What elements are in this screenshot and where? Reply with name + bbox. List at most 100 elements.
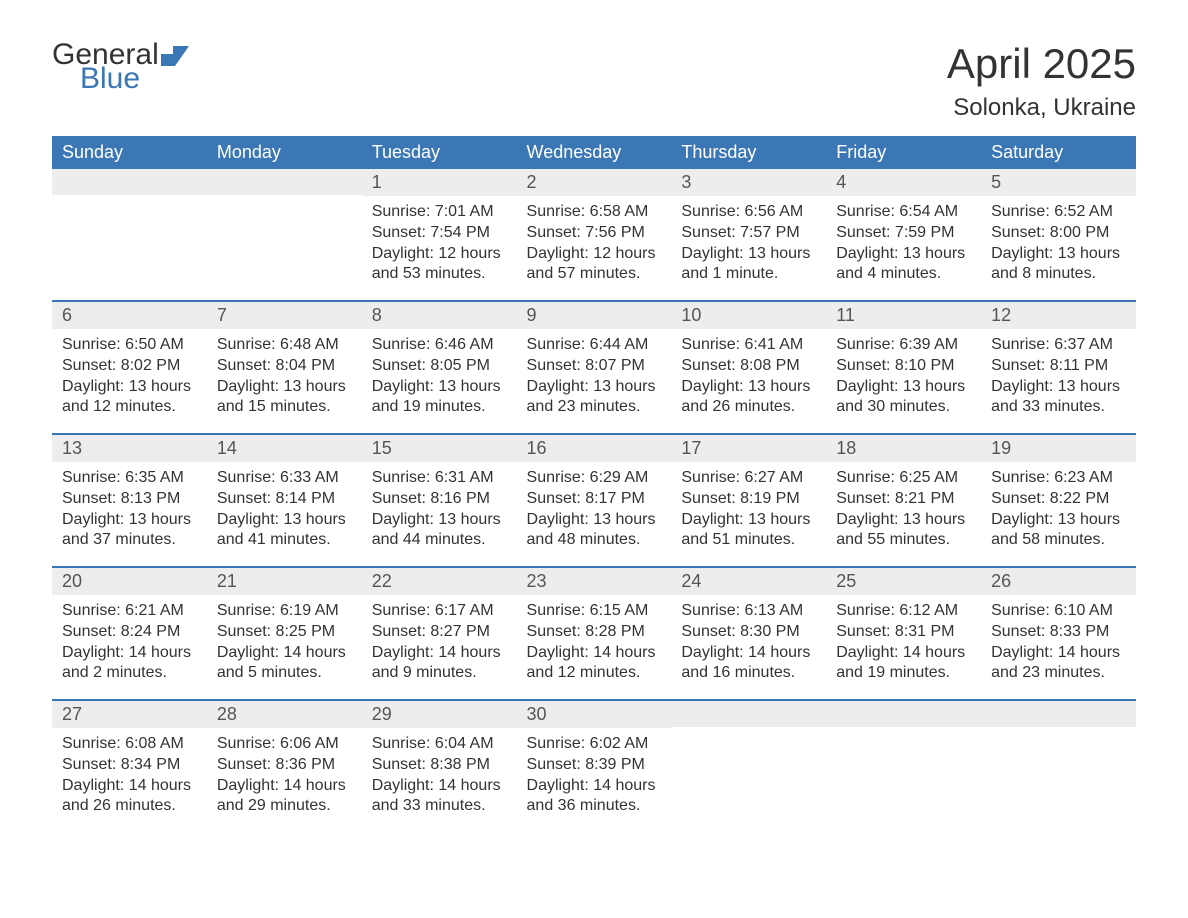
weekday-header: Wednesday bbox=[517, 136, 672, 169]
calendar-day-cell: 21Sunrise: 6:19 AMSunset: 8:25 PMDayligh… bbox=[207, 568, 362, 700]
day-detail: Sunrise: 6:56 AMSunset: 7:57 PMDaylight:… bbox=[671, 196, 826, 295]
logo-text-blue: Blue bbox=[52, 64, 189, 94]
weekday-header: Tuesday bbox=[362, 136, 517, 169]
day-detail: Sunrise: 6:23 AMSunset: 8:22 PMDaylight:… bbox=[981, 462, 1136, 561]
calendar-day-cell: 25Sunrise: 6:12 AMSunset: 8:31 PMDayligh… bbox=[826, 568, 981, 700]
day-number: 15 bbox=[362, 435, 517, 462]
day-detail: Sunrise: 6:25 AMSunset: 8:21 PMDaylight:… bbox=[826, 462, 981, 561]
day-number: 13 bbox=[52, 435, 207, 462]
calendar-day-cell: 4Sunrise: 6:54 AMSunset: 7:59 PMDaylight… bbox=[826, 169, 981, 301]
day-detail: Sunrise: 7:01 AMSunset: 7:54 PMDaylight:… bbox=[362, 196, 517, 295]
calendar-day-cell: 24Sunrise: 6:13 AMSunset: 8:30 PMDayligh… bbox=[671, 568, 826, 700]
calendar-day-cell: 9Sunrise: 6:44 AMSunset: 8:07 PMDaylight… bbox=[517, 302, 672, 434]
day-number bbox=[826, 701, 981, 727]
day-number: 14 bbox=[207, 435, 362, 462]
day-number: 26 bbox=[981, 568, 1136, 595]
logo: General Blue bbox=[52, 40, 189, 94]
day-detail: Sunrise: 6:10 AMSunset: 8:33 PMDaylight:… bbox=[981, 595, 1136, 694]
day-number: 27 bbox=[52, 701, 207, 728]
calendar-day-cell bbox=[207, 169, 362, 301]
logo-flag-icon bbox=[161, 46, 189, 66]
day-number: 7 bbox=[207, 302, 362, 329]
day-detail: Sunrise: 6:48 AMSunset: 8:04 PMDaylight:… bbox=[207, 329, 362, 428]
calendar-day-cell: 28Sunrise: 6:06 AMSunset: 8:36 PMDayligh… bbox=[207, 701, 362, 833]
weekday-header: Thursday bbox=[671, 136, 826, 169]
day-detail: Sunrise: 6:37 AMSunset: 8:11 PMDaylight:… bbox=[981, 329, 1136, 428]
day-detail: Sunrise: 6:19 AMSunset: 8:25 PMDaylight:… bbox=[207, 595, 362, 694]
day-detail: Sunrise: 6:04 AMSunset: 8:38 PMDaylight:… bbox=[362, 728, 517, 827]
day-detail: Sunrise: 6:15 AMSunset: 8:28 PMDaylight:… bbox=[517, 595, 672, 694]
day-number: 20 bbox=[52, 568, 207, 595]
day-detail: Sunrise: 6:31 AMSunset: 8:16 PMDaylight:… bbox=[362, 462, 517, 561]
calendar-day-cell: 30Sunrise: 6:02 AMSunset: 8:39 PMDayligh… bbox=[517, 701, 672, 833]
day-detail: Sunrise: 6:12 AMSunset: 8:31 PMDaylight:… bbox=[826, 595, 981, 694]
weekday-header: Monday bbox=[207, 136, 362, 169]
day-detail: Sunrise: 6:08 AMSunset: 8:34 PMDaylight:… bbox=[52, 728, 207, 827]
day-detail: Sunrise: 6:46 AMSunset: 8:05 PMDaylight:… bbox=[362, 329, 517, 428]
day-number: 17 bbox=[671, 435, 826, 462]
day-detail: Sunrise: 6:41 AMSunset: 8:08 PMDaylight:… bbox=[671, 329, 826, 428]
day-detail: Sunrise: 6:06 AMSunset: 8:36 PMDaylight:… bbox=[207, 728, 362, 827]
day-number: 12 bbox=[981, 302, 1136, 329]
calendar-day-cell: 20Sunrise: 6:21 AMSunset: 8:24 PMDayligh… bbox=[52, 568, 207, 700]
weekday-header: Sunday bbox=[52, 136, 207, 169]
calendar-day-cell: 26Sunrise: 6:10 AMSunset: 8:33 PMDayligh… bbox=[981, 568, 1136, 700]
calendar-week-row: 1Sunrise: 7:01 AMSunset: 7:54 PMDaylight… bbox=[52, 169, 1136, 301]
weekday-header: Friday bbox=[826, 136, 981, 169]
day-number: 11 bbox=[826, 302, 981, 329]
calendar-day-cell bbox=[671, 701, 826, 833]
calendar-day-cell: 7Sunrise: 6:48 AMSunset: 8:04 PMDaylight… bbox=[207, 302, 362, 434]
calendar-day-cell: 1Sunrise: 7:01 AMSunset: 7:54 PMDaylight… bbox=[362, 169, 517, 301]
title-block: April 2025 Solonka, Ukraine bbox=[947, 40, 1136, 122]
calendar-week-row: 6Sunrise: 6:50 AMSunset: 8:02 PMDaylight… bbox=[52, 302, 1136, 434]
calendar-day-cell: 19Sunrise: 6:23 AMSunset: 8:22 PMDayligh… bbox=[981, 435, 1136, 567]
calendar-day-cell: 12Sunrise: 6:37 AMSunset: 8:11 PMDayligh… bbox=[981, 302, 1136, 434]
calendar-day-cell: 22Sunrise: 6:17 AMSunset: 8:27 PMDayligh… bbox=[362, 568, 517, 700]
day-number: 30 bbox=[517, 701, 672, 728]
calendar-week-row: 27Sunrise: 6:08 AMSunset: 8:34 PMDayligh… bbox=[52, 701, 1136, 833]
day-detail: Sunrise: 6:13 AMSunset: 8:30 PMDaylight:… bbox=[671, 595, 826, 694]
calendar-day-cell: 18Sunrise: 6:25 AMSunset: 8:21 PMDayligh… bbox=[826, 435, 981, 567]
day-number: 22 bbox=[362, 568, 517, 595]
calendar-day-cell: 29Sunrise: 6:04 AMSunset: 8:38 PMDayligh… bbox=[362, 701, 517, 833]
day-number: 28 bbox=[207, 701, 362, 728]
day-number: 9 bbox=[517, 302, 672, 329]
day-detail: Sunrise: 6:17 AMSunset: 8:27 PMDaylight:… bbox=[362, 595, 517, 694]
day-number: 21 bbox=[207, 568, 362, 595]
calendar-day-cell: 3Sunrise: 6:56 AMSunset: 7:57 PMDaylight… bbox=[671, 169, 826, 301]
day-detail: Sunrise: 6:39 AMSunset: 8:10 PMDaylight:… bbox=[826, 329, 981, 428]
day-number: 18 bbox=[826, 435, 981, 462]
calendar-day-cell bbox=[981, 701, 1136, 833]
day-detail: Sunrise: 6:50 AMSunset: 8:02 PMDaylight:… bbox=[52, 329, 207, 428]
month-title: April 2025 bbox=[947, 40, 1136, 88]
day-number: 25 bbox=[826, 568, 981, 595]
calendar-table: SundayMondayTuesdayWednesdayThursdayFrid… bbox=[52, 136, 1136, 833]
calendar-day-cell: 16Sunrise: 6:29 AMSunset: 8:17 PMDayligh… bbox=[517, 435, 672, 567]
calendar-day-cell: 10Sunrise: 6:41 AMSunset: 8:08 PMDayligh… bbox=[671, 302, 826, 434]
day-number: 16 bbox=[517, 435, 672, 462]
day-detail: Sunrise: 6:29 AMSunset: 8:17 PMDaylight:… bbox=[517, 462, 672, 561]
header-row: General Blue April 2025 Solonka, Ukraine bbox=[52, 40, 1136, 122]
calendar-day-cell: 11Sunrise: 6:39 AMSunset: 8:10 PMDayligh… bbox=[826, 302, 981, 434]
day-detail: Sunrise: 6:35 AMSunset: 8:13 PMDaylight:… bbox=[52, 462, 207, 561]
location-label: Solonka, Ukraine bbox=[947, 94, 1136, 122]
calendar-day-cell: 17Sunrise: 6:27 AMSunset: 8:19 PMDayligh… bbox=[671, 435, 826, 567]
day-number: 5 bbox=[981, 169, 1136, 196]
day-number: 4 bbox=[826, 169, 981, 196]
calendar-day-cell bbox=[52, 169, 207, 301]
calendar-body: 1Sunrise: 7:01 AMSunset: 7:54 PMDaylight… bbox=[52, 169, 1136, 833]
weekday-header-row: SundayMondayTuesdayWednesdayThursdayFrid… bbox=[52, 136, 1136, 169]
calendar-day-cell: 15Sunrise: 6:31 AMSunset: 8:16 PMDayligh… bbox=[362, 435, 517, 567]
day-number: 6 bbox=[52, 302, 207, 329]
calendar-day-cell: 23Sunrise: 6:15 AMSunset: 8:28 PMDayligh… bbox=[517, 568, 672, 700]
calendar-day-cell: 5Sunrise: 6:52 AMSunset: 8:00 PMDaylight… bbox=[981, 169, 1136, 301]
day-number: 2 bbox=[517, 169, 672, 196]
calendar-week-row: 20Sunrise: 6:21 AMSunset: 8:24 PMDayligh… bbox=[52, 568, 1136, 700]
calendar-day-cell: 2Sunrise: 6:58 AMSunset: 7:56 PMDaylight… bbox=[517, 169, 672, 301]
day-number: 19 bbox=[981, 435, 1136, 462]
calendar-day-cell: 13Sunrise: 6:35 AMSunset: 8:13 PMDayligh… bbox=[52, 435, 207, 567]
calendar-day-cell bbox=[826, 701, 981, 833]
calendar-day-cell: 8Sunrise: 6:46 AMSunset: 8:05 PMDaylight… bbox=[362, 302, 517, 434]
weekday-header: Saturday bbox=[981, 136, 1136, 169]
calendar-day-cell: 6Sunrise: 6:50 AMSunset: 8:02 PMDaylight… bbox=[52, 302, 207, 434]
